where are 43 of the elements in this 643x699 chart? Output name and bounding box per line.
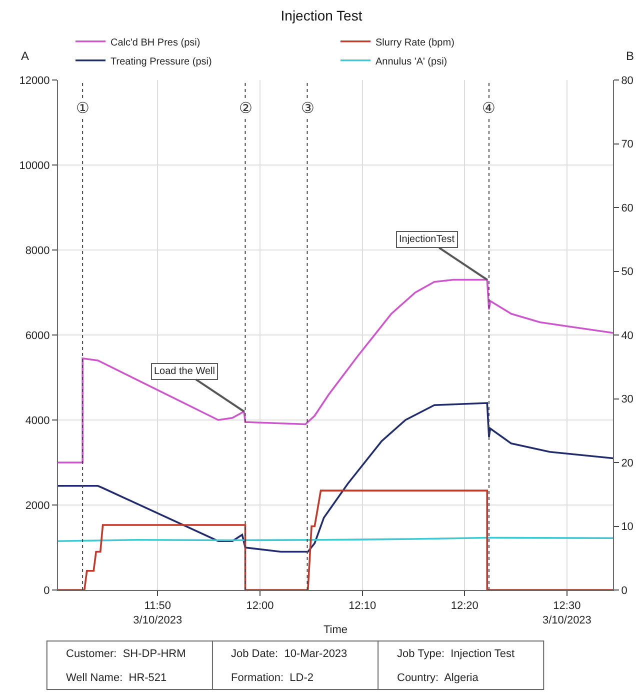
y2-axis-title: B bbox=[626, 49, 634, 63]
y2-tick-label: 10 bbox=[621, 521, 634, 534]
y2-tick-label: 50 bbox=[621, 266, 634, 278]
y2-tick-label: 80 bbox=[621, 74, 634, 87]
y2-tick-label: 30 bbox=[621, 394, 634, 406]
y2-tick-label: 40 bbox=[621, 330, 634, 342]
text: Country: Algeria bbox=[397, 672, 480, 684]
annotation: Load the Well bbox=[154, 366, 215, 377]
y-tick-label: 6000 bbox=[25, 330, 50, 342]
y2-tick-label: 0 bbox=[621, 584, 628, 597]
x-tick-label: 12:10 bbox=[348, 600, 376, 612]
legend-label: Treating Pressure (psi) bbox=[110, 56, 212, 68]
y-tick-label: 8000 bbox=[25, 244, 50, 257]
text: Well Name: HR-521 bbox=[66, 672, 167, 684]
ref-line-label: ④ bbox=[482, 100, 496, 117]
ref-line-label: ② bbox=[239, 100, 252, 117]
text: Job Date: 10-Mar-2023 bbox=[231, 648, 348, 660]
y-tick-label: 4000 bbox=[25, 414, 50, 427]
legend-label: Slurry Rate (bpm) bbox=[376, 37, 454, 48]
y-tick-label: 10000 bbox=[19, 160, 50, 172]
x-tick-label: 12:20 bbox=[450, 600, 478, 612]
y2-tick-label: 70 bbox=[621, 138, 634, 151]
y-tick-label: 0 bbox=[44, 584, 50, 597]
y-tick-label: 2000 bbox=[25, 500, 50, 512]
x-tick-label: 11:50 3/10/2023 bbox=[133, 600, 182, 626]
y-axis-title: A bbox=[21, 49, 30, 63]
x-axis-title: Time bbox=[323, 624, 348, 636]
legend-label: Calc'd BH Pres (psi) bbox=[110, 37, 200, 48]
annotation: InjectionTest bbox=[399, 234, 455, 245]
text: Job Type: Injection Test bbox=[397, 648, 515, 660]
x-tick-label: 12:30 3/10/2023 bbox=[542, 600, 592, 626]
ref-line-label: ③ bbox=[301, 100, 314, 117]
y-tick-label: 12000 bbox=[19, 74, 50, 87]
legend-label: Annulus 'A' (psi) bbox=[376, 56, 448, 68]
y2-tick-label: 20 bbox=[621, 457, 634, 470]
line-series bbox=[58, 278, 613, 464]
line-series bbox=[58, 402, 613, 553]
y2-tick-label: 60 bbox=[621, 202, 634, 214]
text: Customer: SH-DP-HRM bbox=[66, 648, 186, 660]
chart-title: Injection Test bbox=[280, 7, 362, 24]
x-tick-label: 12:00 bbox=[246, 600, 274, 612]
text: Formation: LD-2 bbox=[231, 672, 314, 684]
ref-line-label: ① bbox=[76, 100, 90, 117]
